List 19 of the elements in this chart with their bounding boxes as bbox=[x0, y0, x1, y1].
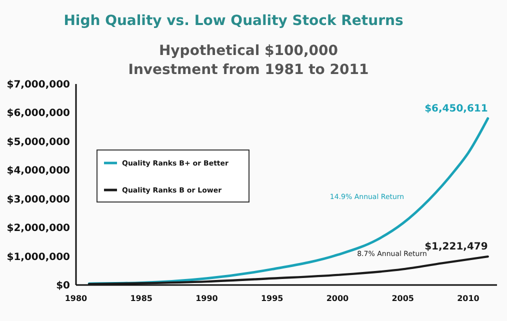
x-tick-label: 1995 bbox=[260, 294, 284, 303]
y-tick-label: $3,000,000 bbox=[6, 194, 70, 206]
y-tick-label: $0 bbox=[56, 280, 70, 292]
annotation: $6,450,611 bbox=[424, 103, 488, 114]
x-tick-label: 2005 bbox=[392, 294, 414, 303]
x-tick-label: 1985 bbox=[130, 294, 153, 303]
y-tick-label: $5,000,000 bbox=[6, 136, 70, 148]
y-tick-label: $6,000,000 bbox=[6, 108, 70, 120]
y-tick-label: $1,000,000 bbox=[6, 252, 70, 263]
y-tick-label: $7,000,000 bbox=[6, 80, 70, 90]
chart-subtitle: Hypothetical $100,000 Investment from 1981 to 2011 bbox=[128, 43, 369, 78]
y-tick-label: $4,000,000 bbox=[6, 166, 70, 177]
chart-title: High Quality vs. Low Quality Stock Returns bbox=[64, 13, 404, 29]
x-tick-label: 2010 bbox=[457, 294, 480, 303]
y-tick-label: $2,000,000 bbox=[6, 223, 70, 234]
x-tick-label: 1980 bbox=[64, 294, 88, 303]
x-tick-label: 2000 bbox=[326, 294, 350, 303]
x-tick-label: 1990 bbox=[196, 294, 218, 303]
annotation: $1,221,479 bbox=[424, 242, 488, 253]
